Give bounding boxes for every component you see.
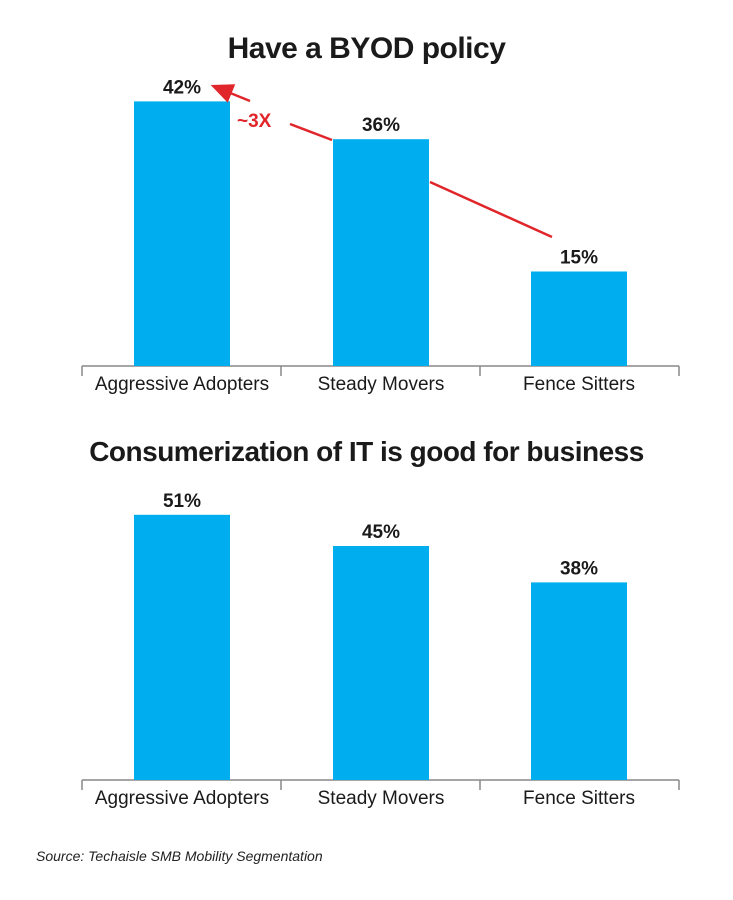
bar-fence-sitters	[531, 271, 627, 366]
data-label: 15%	[560, 248, 598, 269]
data-label: 38%	[560, 558, 598, 579]
data-label: 51%	[163, 491, 201, 512]
bar-steady-movers	[333, 139, 429, 366]
annotation-line-lower	[429, 180, 553, 239]
byod-bar-chart: 42% Aggressive Adopters 36% Steady Movers 15…	[81, 77, 680, 395]
annotation-line-middle	[289, 122, 333, 142]
bar-aggressive-adopters	[134, 101, 230, 367]
category-label: Aggressive Adopters	[95, 788, 269, 809]
data-label: 42%	[163, 77, 201, 98]
bar-fence-sitters	[531, 582, 627, 780]
category-label: Fence Sitters	[523, 788, 635, 809]
data-label: 36%	[362, 115, 400, 136]
bar-aggressive-adopters	[134, 514, 230, 780]
annotation-label: ~3X	[237, 111, 272, 132]
consumerization-bar-chart: 51% Aggressive Adopters 45% Steady Movers 38…	[81, 491, 680, 809]
source-note: Source: Techaisle SMB Mobility Segmentat…	[36, 848, 323, 864]
chart-title-consumerization: Consumerization of IT is good for busine…	[89, 436, 644, 467]
annotation-arrow	[210, 84, 251, 103]
bar-steady-movers	[333, 546, 429, 780]
category-label: Aggressive Adopters	[95, 374, 269, 395]
chart-title-byod: Have a BYOD policy	[227, 32, 506, 65]
data-label: 45%	[362, 522, 400, 543]
category-label: Fence Sitters	[523, 374, 635, 395]
category-label: Steady Movers	[318, 374, 445, 395]
category-label: Steady Movers	[318, 788, 445, 809]
